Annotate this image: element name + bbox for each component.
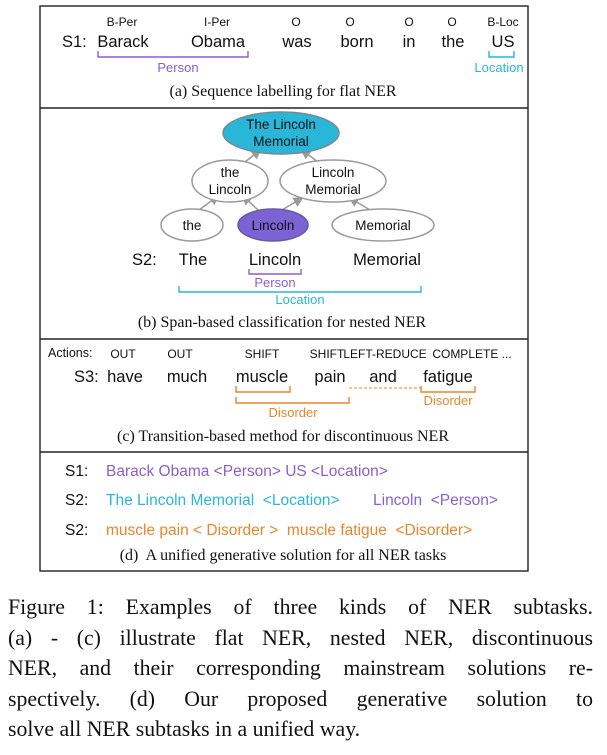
s1-label: S1: <box>62 33 87 51</box>
node-the-lincoln <box>191 159 269 203</box>
figure-caption-line-5: solve all NER subtasks in a unified way. <box>8 717 361 741</box>
node-the-label: the <box>183 218 202 233</box>
person-bracket-b <box>248 269 302 275</box>
node-lincoln-label: Lincoln <box>252 218 295 233</box>
d-row3-label: S2: <box>65 522 88 539</box>
token-fatigue: fatigue <box>423 368 473 386</box>
action-4: SHIFT <box>310 347 345 361</box>
action-3: SHIFT <box>245 347 280 361</box>
token-and: and <box>369 368 397 386</box>
caption-d: (d) A unified generative solution for al… <box>120 547 447 564</box>
caption-a: (a) Sequence labelling for flat NER <box>169 83 396 100</box>
actions-label: Actions: <box>48 346 92 360</box>
token-barack: Barack <box>97 33 149 51</box>
node-memorial-label: Memorial <box>355 218 411 233</box>
d-row2-text-a: The Lincoln Memorial <Location> <box>106 492 340 509</box>
token-us: US <box>492 33 515 51</box>
location-bracket-a <box>488 51 515 58</box>
action-6: COMPLETE ... <box>432 347 511 361</box>
node-memorial <box>331 208 435 242</box>
panel-c: Actions: OUT OUT SHIFT SHIFT LEFT-REDUCE… <box>48 346 512 445</box>
token-pain: pain <box>314 368 345 386</box>
figure-caption-line-4: spectively. (d) Our proposed generative … <box>8 686 593 711</box>
token-the: the <box>442 33 465 51</box>
panel-d: S1: Barack Obama <Person> US <Location> … <box>65 463 498 564</box>
token-in: in <box>403 33 416 51</box>
tag-born: O <box>345 15 354 29</box>
entity-person-a: Person <box>157 60 198 75</box>
d-row2-text-b: Lincoln <Person> <box>373 492 498 509</box>
token-obama: Obama <box>191 33 246 51</box>
entity-person-b: Person <box>254 275 295 290</box>
node-lincoln-memorial-line2: Memorial <box>305 182 361 197</box>
d-row2-label: S2: <box>65 492 88 509</box>
figure-caption-line-2: (a) - (c) illustrate flat NER, nested NE… <box>8 625 593 650</box>
entity-location-a: Location <box>474 60 523 75</box>
token-have: have <box>107 368 143 386</box>
node-top-line1: The Lincoln <box>246 117 316 132</box>
token-much: much <box>167 368 207 386</box>
disorder-bracket-2 <box>235 386 476 393</box>
d-row3-text: muscle pain < Disorder > muscle fatigue … <box>106 522 472 539</box>
caption-c: (c) Transition-based method for disconti… <box>117 428 449 445</box>
action-1: OUT <box>110 347 136 361</box>
d-row1-label: S1: <box>65 463 88 480</box>
action-2: OUT <box>167 347 193 361</box>
token-the-b: The <box>179 251 207 269</box>
disorder-bracket-1 <box>235 397 350 404</box>
tag-obama: I-Per <box>204 15 230 29</box>
edge-lincoln-to-lincolnmemorial <box>281 196 304 211</box>
caption-b: (b) Span-based classification for nested… <box>138 314 427 331</box>
panel-b: The Lincoln Memorial the Lincoln Lincoln… <box>132 111 435 331</box>
d-row1-text: Barack Obama <Person> US <Location> <box>106 463 388 480</box>
person-bracket-a <box>97 51 249 58</box>
node-the-lincoln-memorial <box>222 111 340 155</box>
s2-label: S2: <box>132 251 157 269</box>
token-memorial-b: Memorial <box>353 251 421 269</box>
tag-was: O <box>291 15 300 29</box>
figure-caption-line-1: Figure 1: Examples of three kinds of NER… <box>8 595 593 619</box>
token-lincoln-b: Lincoln <box>249 251 301 269</box>
tag-us: B-Loc <box>487 15 518 29</box>
entity-disorder-1: Disorder <box>268 405 318 420</box>
tag-barack: B-Per <box>107 15 138 29</box>
token-muscle: muscle <box>236 368 288 386</box>
tag-in: O <box>404 15 413 29</box>
entity-location-b: Location <box>275 292 324 307</box>
entity-disorder-2: Disorder <box>423 393 473 408</box>
location-bracket-b <box>178 286 422 293</box>
token-born: born <box>340 33 373 51</box>
tag-the: O <box>447 15 456 29</box>
node-lincoln <box>237 208 309 242</box>
figure-caption-line-3: NER, and their corresponding mainstream … <box>8 656 593 680</box>
node-lincoln-memorial-line1: Lincoln <box>312 165 355 180</box>
node-the-lincoln-line2: Lincoln <box>209 182 252 197</box>
node-the-lincoln-line1: the <box>221 165 240 180</box>
node-the <box>160 208 224 242</box>
token-was: was <box>281 33 311 51</box>
figure-caption: Figure 1: Examples of three kinds of NER… <box>8 592 593 745</box>
s3-label: S3: <box>74 368 99 386</box>
panel-a: S1: B-Per I-Per O O O O B-Loc Barack Oba… <box>62 15 524 100</box>
node-lincoln-memorial <box>279 159 387 203</box>
action-5: LEFT-REDUCE <box>343 347 426 361</box>
figure-frame <box>39 5 529 572</box>
node-top-line2: Memorial <box>253 134 309 149</box>
